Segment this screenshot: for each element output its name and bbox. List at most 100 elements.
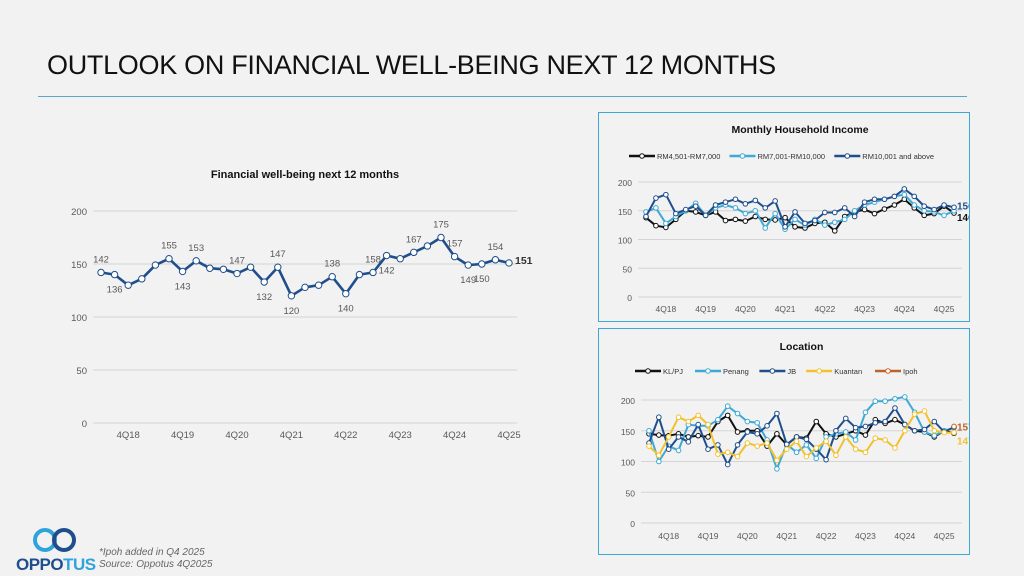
data-point [734,429,741,435]
legend-item: RM4,501-RM7,000 [629,152,720,161]
data-point [663,220,669,227]
y-tick-label: 0 [630,519,635,529]
data-point [382,251,391,260]
data-point [734,410,741,417]
data-point [646,443,652,449]
data-point [921,426,928,433]
data-point [792,224,798,230]
data-point [274,263,282,271]
x-tick-label: 4Q20 [225,430,248,441]
data-point [724,403,731,409]
data-point [328,273,336,281]
data-point [287,292,296,300]
legend-item: Ipoh [875,367,918,376]
data-point [902,421,908,428]
data-point [695,432,701,439]
data-point [695,412,701,419]
data-point [712,202,719,208]
data-point [246,263,255,271]
data-label: 142 [93,254,109,265]
data-point [744,440,751,446]
legend-label: Ipoh [903,367,918,376]
data-point [921,212,927,219]
data-point [774,410,780,417]
data-point [754,419,761,426]
data-point [646,427,652,434]
legend-label: Penang [723,367,749,376]
data-point [931,418,938,425]
data-point [881,196,888,203]
data-point [813,418,820,425]
x-tick-label: 4Q20 [735,304,756,314]
data-point [705,434,711,440]
data-point [705,446,711,452]
data-point [782,224,788,230]
x-tick-label: 4Q19 [695,304,716,314]
data-point [742,218,749,224]
data-point [722,199,729,205]
data-point [842,429,849,435]
x-tick-label: 4Q21 [776,531,797,541]
data-point [151,261,160,269]
y-tick-label: 0 [82,419,87,430]
data-point [813,455,820,462]
x-tick-label: 4Q18 [117,430,140,441]
data-point [931,427,938,434]
y-tick-label: 150 [618,207,632,217]
data-point [742,210,749,217]
chart-title: Monthly Household Income [731,124,868,136]
data-point [941,429,947,436]
data-point [892,405,898,411]
y-tick-label: 150 [71,260,87,271]
main-chart: Financial well-being next 12 months 0 50 10… [71,169,533,441]
data-point [921,203,927,209]
data-point [643,213,649,220]
data-point [823,438,829,445]
y-tick-label: 50 [626,488,636,498]
data-point [110,270,119,279]
data-point [951,204,957,211]
data-label: 143 [175,281,191,292]
data-point [772,217,778,223]
data-point [921,207,927,214]
data-label: 132 [256,292,272,303]
data-point [783,446,790,452]
data-point [891,193,898,200]
data-point [901,186,908,192]
data-point [793,438,800,445]
legend-item: JB [759,367,796,376]
data-label: 158 [365,254,381,265]
x-tick-label: 4Q25 [497,430,520,441]
data-point [813,445,820,451]
income-chart-panel: Monthly Household Income 0 50 100 150 200 4Q18… [598,112,974,322]
data-point [951,423,957,430]
y-tick-label: 200 [71,207,87,218]
data-point [754,443,761,449]
data-point [861,199,868,205]
data-label: 151 [515,255,533,267]
data-point [862,432,869,438]
data-point [951,429,957,436]
data-point [219,265,228,274]
data-point [732,196,739,203]
data-point [803,453,810,460]
x-tick-label: 4Q22 [816,531,837,541]
data-label: 147 [229,256,245,267]
footnote: *Ipoh added in Q4 2025 Source: Oppotus 4… [99,547,212,571]
end-label: 156 [957,201,969,212]
svg-text:OPPOTUS: OPPOTUS [16,555,96,574]
data-point [833,452,839,459]
data-point [872,398,879,405]
data-point [793,449,800,456]
data-point [665,434,672,440]
data-point [891,202,898,208]
data-label: 153 [188,243,204,254]
data-point [803,442,810,448]
x-tick-label: 4Q22 [334,430,357,441]
x-tick-label: 4Q23 [855,531,876,541]
data-point [663,191,669,198]
data-point [744,418,751,425]
data-point [822,222,828,228]
data-point [233,269,241,278]
data-point [911,193,918,200]
